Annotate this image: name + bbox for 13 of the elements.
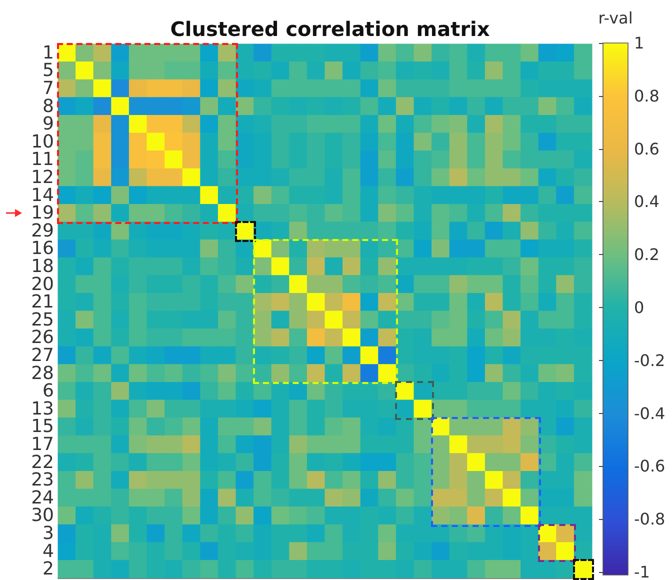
color-bar-label: 1 — [634, 34, 644, 52]
color-bar-label: -0.2 — [634, 350, 666, 370]
color-bar-label: -0.8 — [634, 510, 666, 529]
color-bar-label: 0.4 — [634, 192, 660, 212]
color-bar-label: 0.2 — [634, 245, 660, 264]
color-bar-label: 0.6 — [634, 139, 660, 158]
color-bar-label: -1 — [634, 562, 650, 580]
color-bar-label: 0 — [634, 298, 644, 317]
color-bar-label: 0.8 — [634, 86, 660, 106]
color-bar-title: r-val — [598, 8, 633, 28]
color-bar-label: -0.6 — [634, 456, 666, 476]
color-bar-label: -0.4 — [634, 404, 666, 423]
chart-title: Clustered correlation matrix — [170, 17, 490, 41]
